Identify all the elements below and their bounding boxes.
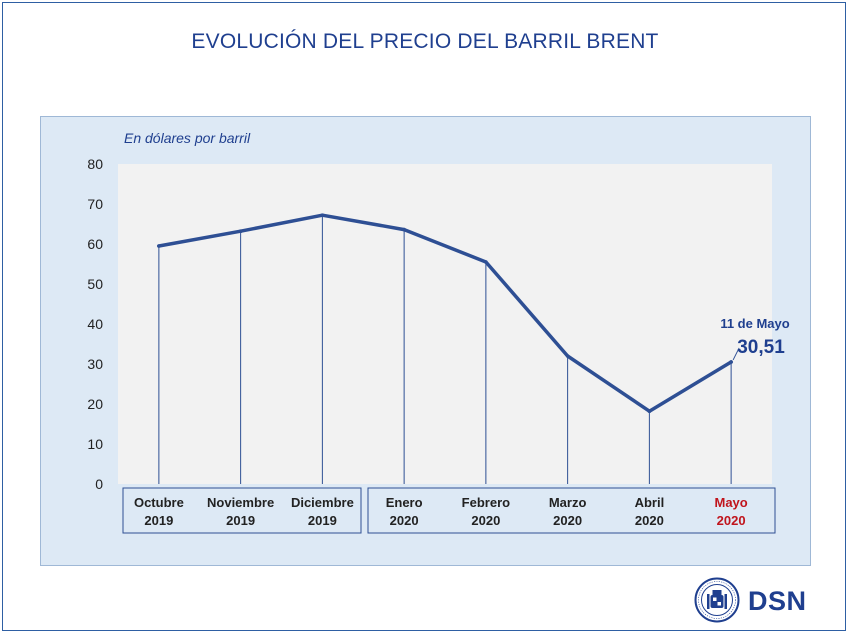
annotation-date-label: 11 de Mayo <box>720 316 789 331</box>
x-tick-year-label: 2020 <box>553 513 582 528</box>
plot-area <box>118 164 772 484</box>
y-tick-label: 30 <box>87 356 103 372</box>
x-tick-year-label: 2019 <box>308 513 337 528</box>
x-tick-month-label: Noviembre <box>207 495 274 510</box>
data-point <box>565 354 570 358</box>
x-tick-year-label: 2020 <box>471 513 500 528</box>
y-tick-label: 20 <box>87 396 103 412</box>
y-tick-label: 50 <box>87 276 103 292</box>
x-tick-year-label: 2019 <box>226 513 255 528</box>
x-tick-month-label: Octubre <box>134 495 184 510</box>
x-tick-month-label: Enero <box>386 495 423 510</box>
data-point <box>484 260 488 264</box>
y-tick-label: 10 <box>87 436 103 452</box>
annotation-leader-line <box>732 347 740 361</box>
dsn-seal-icon <box>694 577 740 623</box>
y-tick-label: 60 <box>87 236 103 252</box>
category-group-2020 <box>367 487 776 534</box>
data-point <box>402 227 406 232</box>
data-point <box>238 229 243 233</box>
x-tick-year-label: 2020 <box>635 513 664 528</box>
data-point <box>320 213 325 217</box>
y-axis-unit-label: En dólares por barril <box>124 130 251 146</box>
x-tick-month-label: Marzo <box>549 495 587 510</box>
y-tick-label: 0 <box>95 476 103 492</box>
y-tick-label: 40 <box>87 316 103 332</box>
data-point <box>157 244 161 248</box>
x-tick-month-label: Diciembre <box>291 495 354 510</box>
x-tick-year-label: 2019 <box>144 513 173 528</box>
dsn-logo-text: DSN <box>748 586 807 616</box>
annotation-value-label: 30,51 <box>737 337 785 358</box>
x-tick-year-label: 2020 <box>390 513 419 528</box>
y-tick-label: 80 <box>87 156 103 172</box>
x-tick-month-label: Abril <box>635 495 665 510</box>
data-point <box>647 409 652 414</box>
page-title: EVOLUCIÓN DEL PRECIO DEL BARRIL BRENT <box>191 30 659 53</box>
x-tick-month-label: Mayo <box>715 495 748 510</box>
data-point <box>729 360 733 364</box>
y-tick-label: 70 <box>87 196 103 212</box>
x-tick-year-label: 2020 <box>717 513 746 528</box>
price-series-line <box>157 213 733 413</box>
category-group-2019 <box>122 487 362 534</box>
x-tick-month-label: Febrero <box>462 495 510 510</box>
